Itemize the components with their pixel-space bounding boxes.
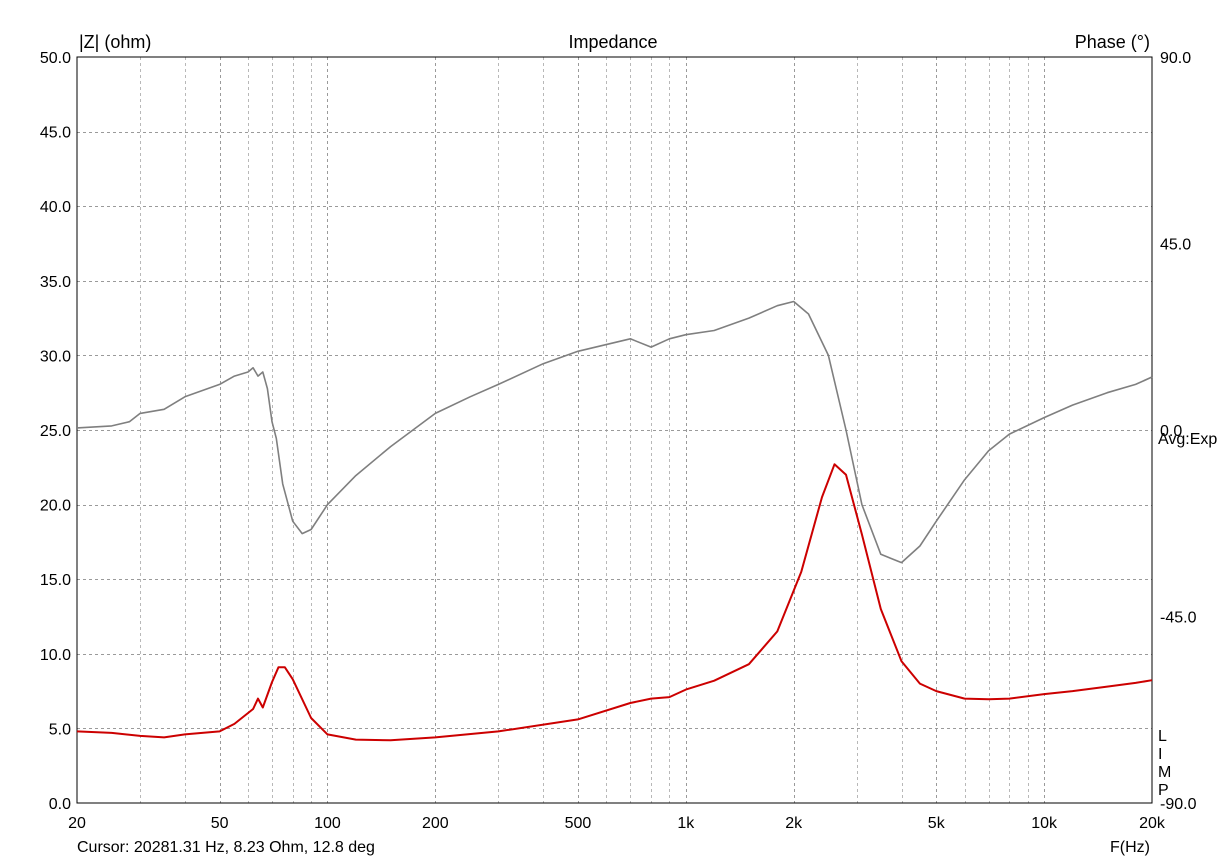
y-right-tick-label: -45.0: [1160, 610, 1197, 627]
x-tick-label: 1k: [677, 815, 695, 832]
y-right-tick-label: 45.0: [1160, 237, 1191, 254]
y-left-axis-label: |Z| (ohm): [79, 32, 151, 52]
y-right-tick-labels: 90.0 45.0 0.0 -45.0 -90.0: [1160, 50, 1197, 813]
x-tick-label: 100: [314, 815, 341, 832]
y-left-tick-labels: 50.0 45.0 40.0 35.0 30.0 25.0 20.0 15.0 10.0 5.0 0…: [40, 50, 71, 813]
x-tick-label: 20k: [1139, 815, 1166, 832]
x-tick-label: 50: [211, 815, 229, 832]
x-tick-label: 200: [422, 815, 449, 832]
y-left-tick-label: 45.0: [40, 125, 71, 142]
chart-title: Impedance: [568, 32, 657, 52]
limp-letter: P: [1158, 782, 1169, 799]
y-left-tick-label: 35.0: [40, 274, 71, 291]
limp-letter: M: [1158, 764, 1171, 781]
cursor-readout: Cursor: 20281.31 Hz, 8.23 Ohm, 12.8 deg: [77, 839, 375, 856]
y-left-tick-label: 30.0: [40, 348, 71, 365]
x-tick-labels: 20 50 100 200 500 1k 2k 5k 10k 20k: [68, 815, 1166, 832]
phase-series-line: [76, 300, 1153, 564]
y-left-tick-label: 15.0: [40, 572, 71, 589]
series-layer: [76, 300, 1153, 742]
y-left-tick-label: 25.0: [40, 423, 71, 440]
y-left-tick-label: 0.0: [49, 796, 71, 813]
y-left-tick-label: 5.0: [49, 721, 71, 738]
x-tick-label: 10k: [1031, 815, 1058, 832]
plot-frame: [76, 56, 1153, 804]
limp-letter: I: [1158, 746, 1162, 763]
limp-letter: L: [1158, 728, 1167, 745]
limp-labels: L I M P: [1158, 728, 1171, 799]
avg-mode-label: Avg:Exp: [1158, 431, 1217, 448]
x-axis-label: F(Hz): [1110, 839, 1150, 856]
x-tick-label: 5k: [928, 815, 946, 832]
x-tick-label: 500: [565, 815, 592, 832]
y-right-tick-label: -90.0: [1160, 796, 1197, 813]
impedance-series-line: [76, 463, 1153, 742]
y-left-tick-label: 50.0: [40, 50, 71, 67]
y-left-tick-label: 10.0: [40, 647, 71, 664]
x-tick-label: 20: [68, 815, 86, 832]
y-left-tick-label: 20.0: [40, 498, 71, 515]
y-right-tick-label: 90.0: [1160, 50, 1191, 67]
grid: [77, 57, 1152, 803]
y-right-axis-label: Phase (°): [1075, 32, 1150, 52]
x-tick-label: 2k: [785, 815, 803, 832]
y-left-tick-label: 40.0: [40, 199, 71, 216]
y-right-tick-label: 0.0: [1160, 423, 1182, 440]
